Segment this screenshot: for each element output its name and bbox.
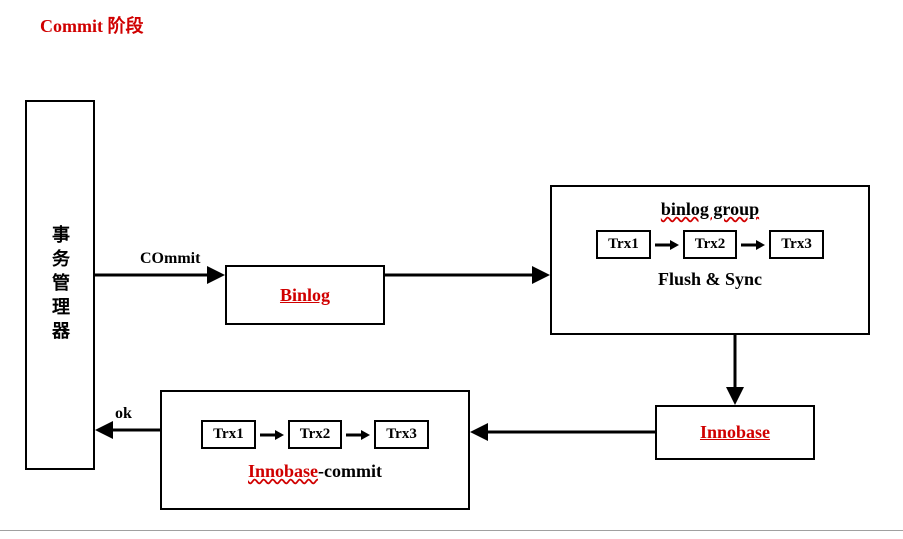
binlog-group-item: Trx2	[683, 230, 738, 259]
innobase-commit-title: Innobase-commit	[248, 461, 382, 482]
node-binlog: Binlog	[225, 265, 385, 325]
binlog-group-footer: Flush & Sync	[658, 269, 762, 290]
diagram-title: Commit 阶段	[40, 12, 143, 38]
node-tx-manager-label: 事务管理器	[47, 225, 73, 345]
node-innobase-commit: Trx1 Trx2 Trx3 Innobase-commit	[160, 390, 470, 510]
binlog-group-item: Trx3	[769, 230, 824, 259]
edge-label-commit: COmmit	[140, 250, 200, 268]
edge-label-ok: ok	[115, 405, 132, 423]
innobase-commit-item: Trx3	[374, 420, 429, 449]
innobase-commit-item: Trx2	[288, 420, 343, 449]
binlog-group-title: binlog group	[661, 199, 759, 220]
node-tx-manager: 事务管理器	[25, 100, 95, 470]
binlog-group-item: Trx1	[596, 230, 651, 259]
arrow-right-icon	[346, 428, 370, 442]
node-innobase: Innobase	[655, 405, 815, 460]
arrow-right-icon	[741, 238, 765, 252]
node-innobase-label: Innobase	[700, 422, 770, 443]
innobase-commit-row: Trx1 Trx2 Trx3	[201, 420, 429, 449]
arrow-right-icon	[260, 428, 284, 442]
node-binlog-group: binlog group Trx1 Trx2 Trx3 Flush & Sync	[550, 185, 870, 335]
arrow-right-icon	[655, 238, 679, 252]
node-binlog-label: Binlog	[280, 285, 330, 306]
innobase-commit-item: Trx1	[201, 420, 256, 449]
binlog-group-row: Trx1 Trx2 Trx3	[596, 230, 824, 259]
bottom-divider	[0, 530, 903, 531]
